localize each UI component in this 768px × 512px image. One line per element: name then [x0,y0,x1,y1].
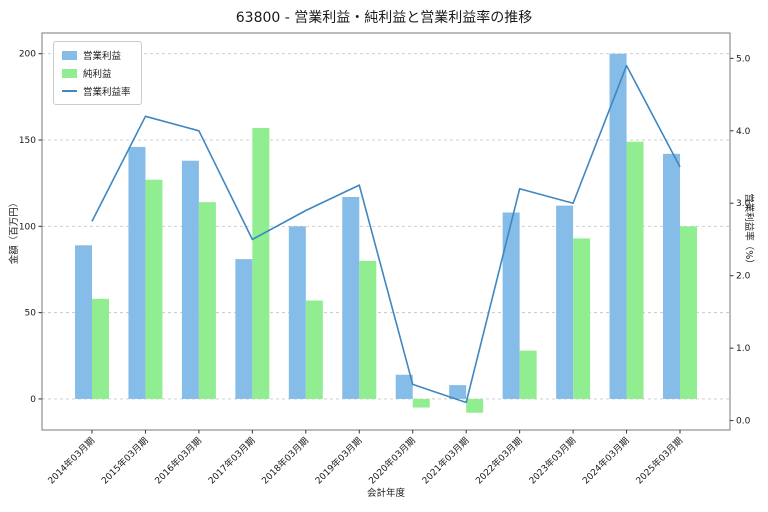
svg-text:2014年03月期: 2014年03月期 [45,435,97,487]
svg-text:2022年03月期: 2022年03月期 [473,435,525,487]
x-axis-label: 会計年度 [366,488,406,499]
svg-text:2021年03月期: 2021年03月期 [419,435,471,487]
svg-text:2019年03月期: 2019年03月期 [313,435,365,487]
net-profit-swatch [62,68,77,78]
svg-text:0.0: 0.0 [736,417,751,427]
svg-text:2023年03月期: 2023年03月期 [526,435,578,487]
svg-text:2017年03月期: 2017年03月期 [206,435,258,487]
svg-text:3.0: 3.0 [736,199,751,209]
right-axis-label: 営業利益率（%） [743,193,754,269]
legend-label-operating-profit: 営業利益 [83,51,122,62]
svg-text:150: 150 [19,136,36,146]
svg-text:50: 50 [25,309,37,319]
svg-text:1.0: 1.0 [736,344,751,354]
svg-text:2025年03月期: 2025年03月期 [633,435,685,487]
svg-text:200: 200 [19,50,36,60]
svg-text:2024年03月期: 2024年03月期 [580,435,632,487]
svg-text:100: 100 [19,222,36,232]
svg-text:0: 0 [30,395,36,405]
legend-label-operating-margin: 営業利益率 [83,87,131,98]
chart-title: 63800 - 営業利益・純利益と営業利益率の推移 [235,10,533,26]
legend-item-operating-profit: 営業利益 [62,48,131,62]
svg-text:2018年03月期: 2018年03月期 [259,435,311,487]
svg-text:5.0: 5.0 [736,54,751,64]
operating-profit-swatch [62,50,77,60]
legend-label-net-profit: 純利益 [83,69,112,80]
left-axis-label: 金額（百万円） [9,197,20,265]
legend: 営業利益 純利益 営業利益率 [53,41,142,105]
legend-item-net-profit: 純利益 [62,66,131,80]
operating-margin-line-swatch [62,90,77,92]
svg-text:2015年03月期: 2015年03月期 [99,435,151,487]
svg-text:2020年03月期: 2020年03月期 [366,435,418,487]
legend-item-operating-margin: 営業利益率 [62,84,131,98]
svg-text:4.0: 4.0 [736,127,751,137]
svg-text:2.0: 2.0 [736,272,751,282]
svg-text:2016年03月期: 2016年03月期 [152,435,204,487]
